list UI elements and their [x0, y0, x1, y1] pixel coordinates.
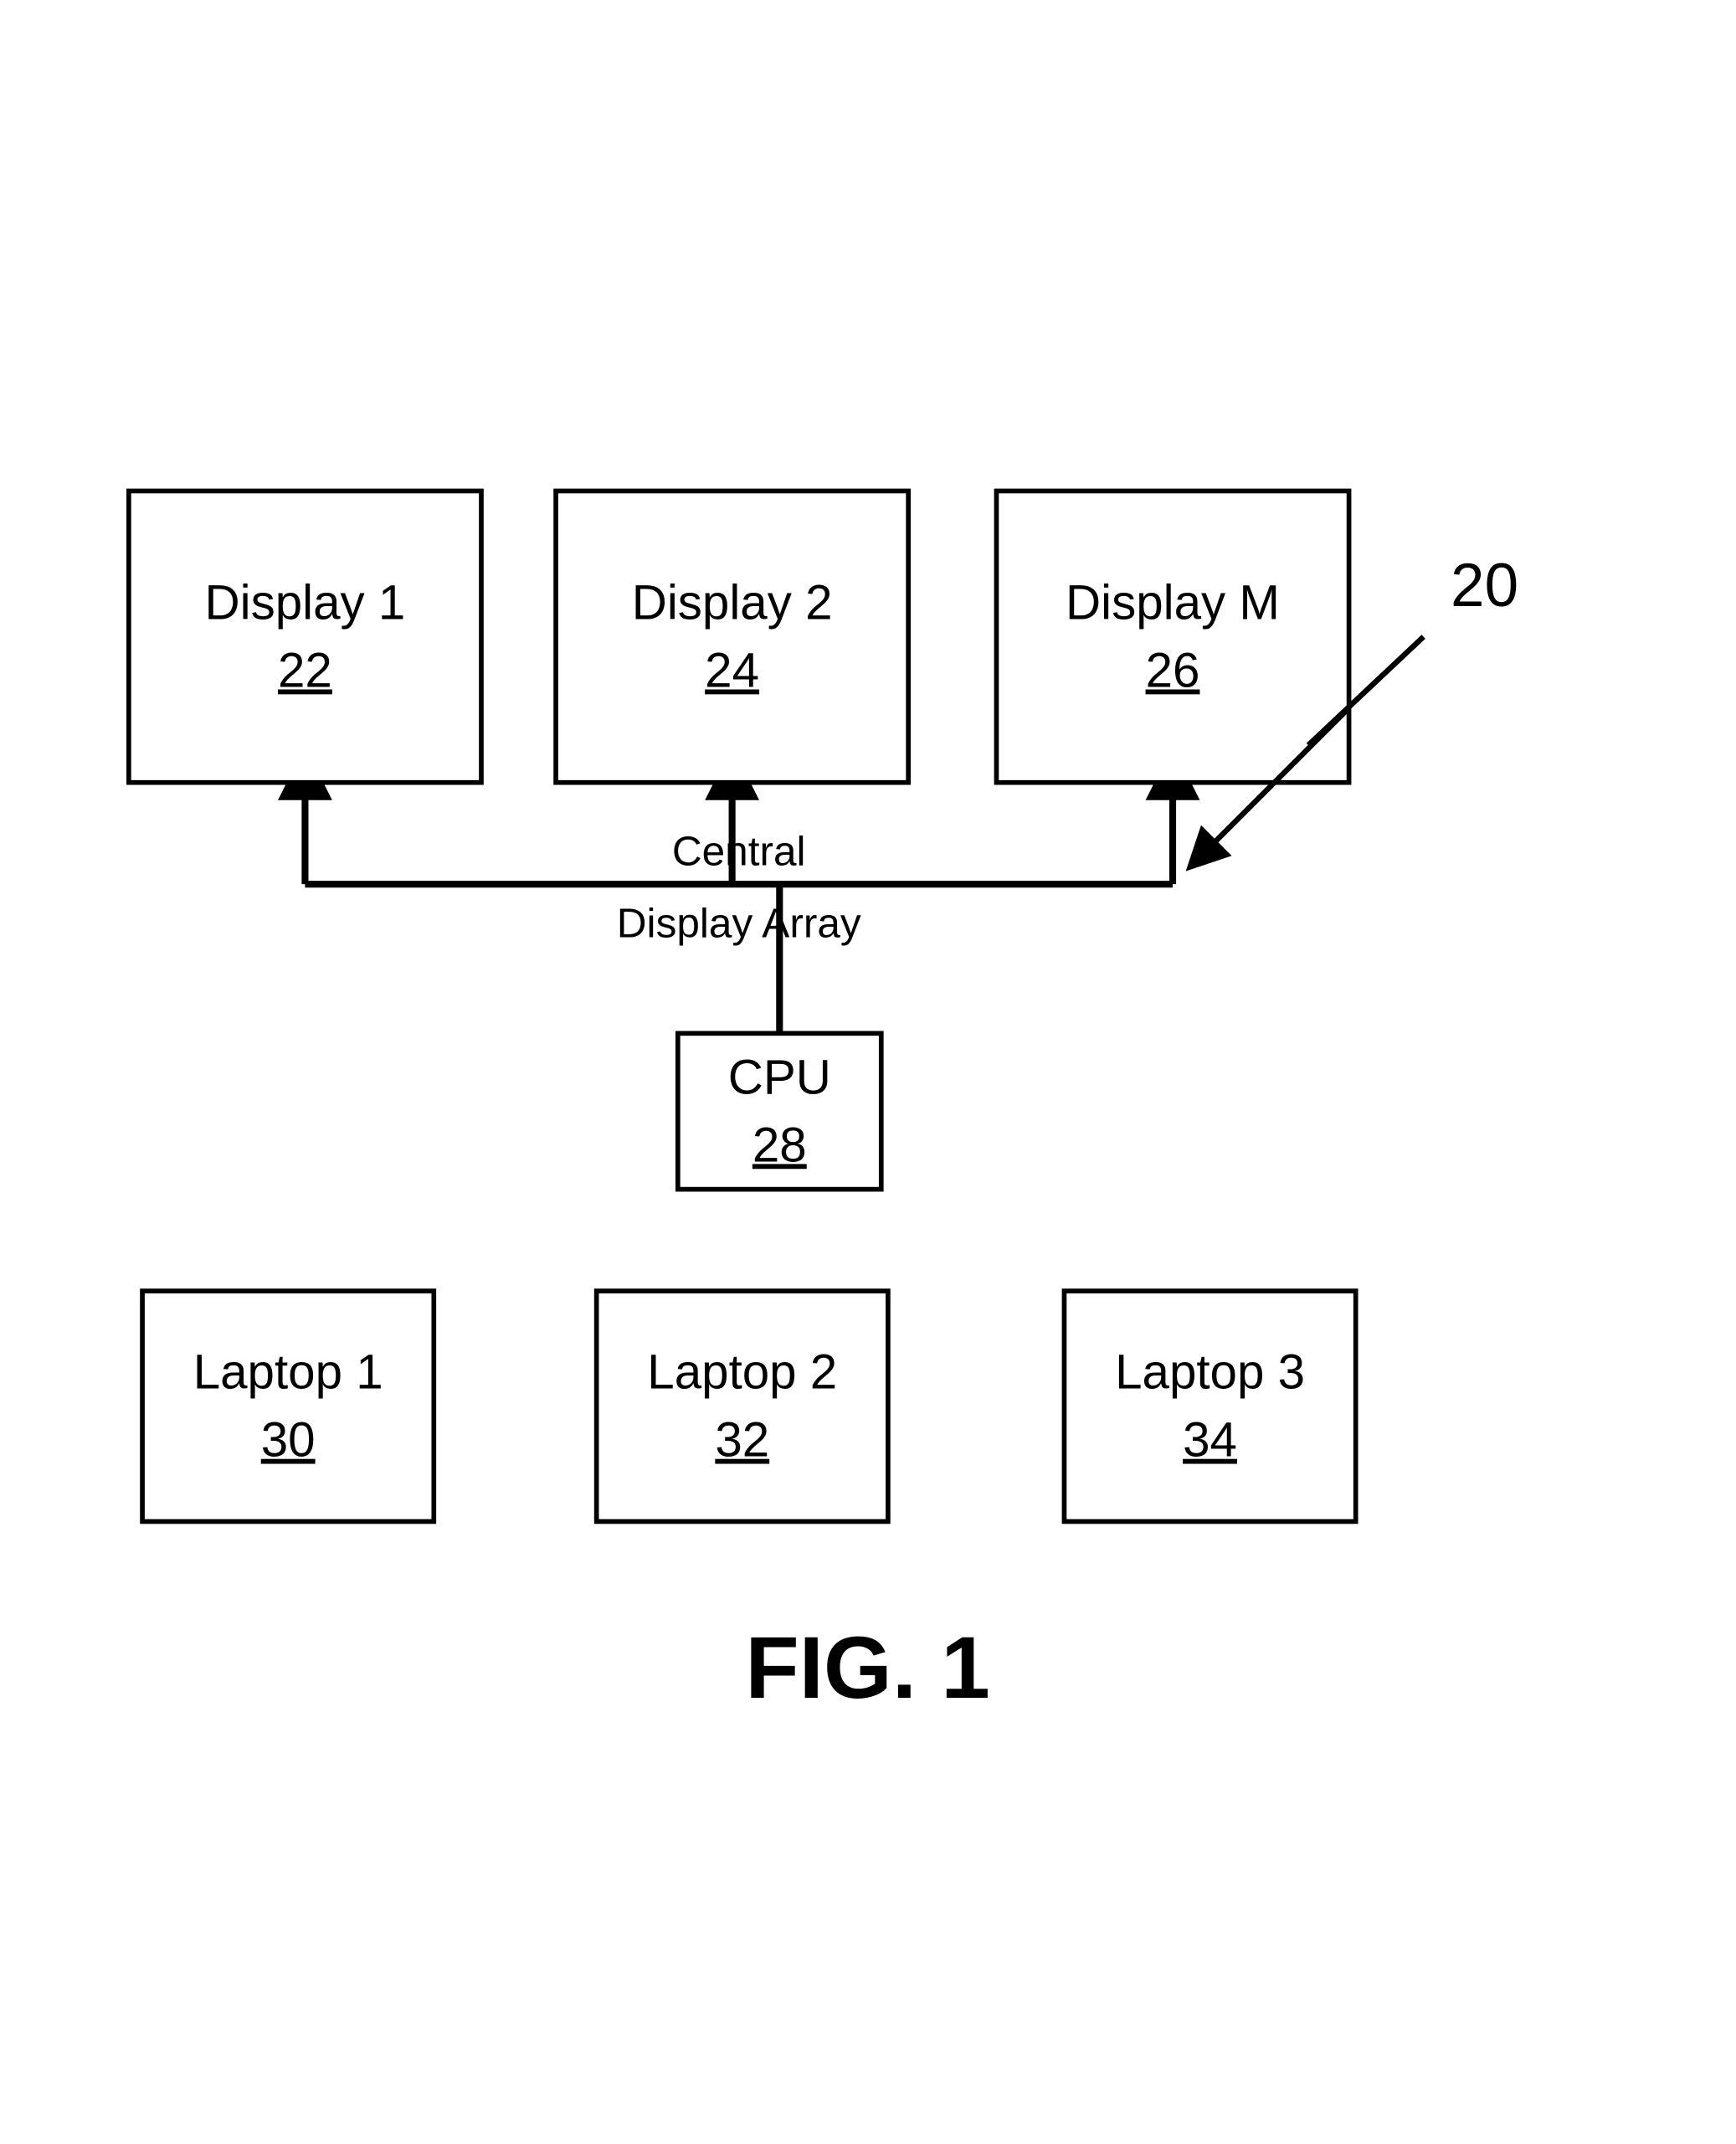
cpu-number: 28 — [752, 1118, 807, 1172]
laptop1-label: Laptop 1 — [193, 1345, 383, 1400]
bus-label-top: Central — [672, 827, 806, 874]
displayM-number: 26 — [1146, 644, 1200, 698]
display2-box — [556, 491, 908, 782]
cpu-label: CPU — [728, 1050, 831, 1104]
display2-label: Display 2 — [632, 576, 833, 630]
laptop3-number: 34 — [1183, 1413, 1237, 1468]
display1-number: 22 — [278, 644, 332, 698]
figure-caption: FIG. 1 — [745, 1619, 989, 1717]
display1-box — [129, 491, 481, 782]
laptop2-box — [597, 1291, 888, 1521]
reference-number: 20 — [1451, 552, 1518, 620]
displayM-label: Display M — [1066, 576, 1280, 630]
laptop2-label: Laptop 2 — [647, 1345, 837, 1400]
laptop3-label: Laptop 3 — [1115, 1345, 1305, 1400]
laptop2-number: 32 — [715, 1413, 769, 1468]
display2-number: 24 — [705, 644, 759, 698]
laptop1-box — [142, 1291, 434, 1521]
laptop1-number: 30 — [261, 1413, 316, 1468]
laptop3-box — [1064, 1291, 1355, 1521]
display1-label: Display 1 — [205, 576, 406, 630]
bus-label-bottom: Display Array — [617, 899, 861, 946]
displayM-box — [996, 491, 1348, 782]
